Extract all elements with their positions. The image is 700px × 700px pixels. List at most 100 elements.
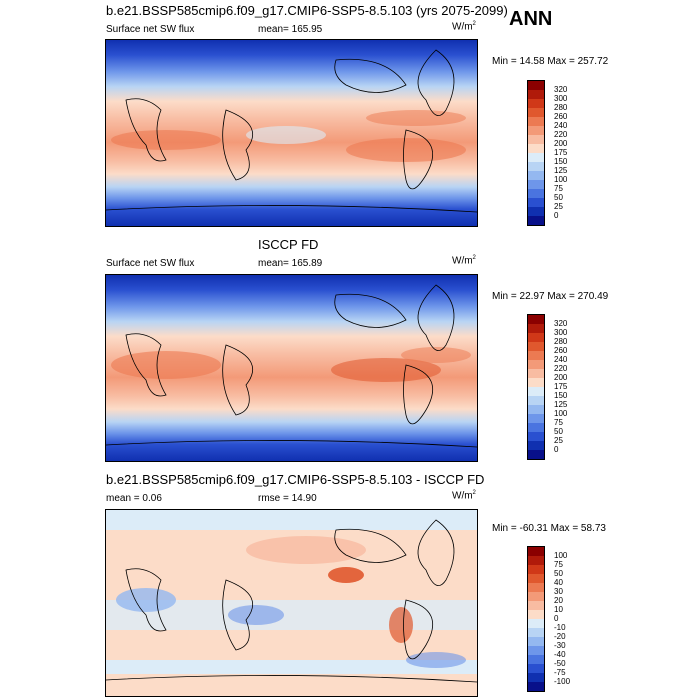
colorbar-tick-label: 280 [554,337,568,346]
colorbar-tick-label: 40 [554,578,563,587]
colorbar-swatch [528,108,544,117]
colorbar-swatch [528,432,544,441]
panel2-variable-label: Surface net SW flux [106,258,195,269]
colorbar-swatch [528,171,544,180]
panel3-minmax: Min = -60.31 Max = 58.73 [492,523,606,534]
colorbar-tick-label: 10 [554,605,563,614]
colorbar-swatch [528,81,544,90]
colorbar-tick-label: 220 [554,364,568,373]
colorbar-swatch [528,556,544,565]
colorbar-tick-label: 50 [554,427,563,436]
colorbar-tick-label: -50 [554,659,566,668]
colorbar-tick-label: 20 [554,596,563,605]
colorbar-swatch [528,324,544,333]
colorbar-swatch [528,216,544,225]
colorbar-tick-label: 125 [554,166,568,175]
colorbar-swatch [528,360,544,369]
colorbar-tick-label: 25 [554,202,563,211]
colorbar-swatch [528,655,544,664]
panel1-units: W/m2 [452,21,476,33]
colorbar-tick-label: 75 [554,418,563,427]
panel3-map [105,509,478,697]
colorbar-swatch [528,387,544,396]
colorbar-swatch [528,619,544,628]
colorbar-swatch [528,664,544,673]
colorbar-tick-label: 300 [554,94,568,103]
colorbar-swatch [528,601,544,610]
colorbar-swatch [528,144,544,153]
colorbar-tick-label: -40 [554,650,566,659]
colorbar-tick-label: 100 [554,551,568,560]
colorbar-tick-label: 260 [554,112,568,121]
colorbar-swatch [528,673,544,682]
colorbar-swatch [528,583,544,592]
panel2-mean-label: mean= 165.89 [258,258,323,269]
colorbar-tick-label: 75 [554,184,563,193]
colorbar-tick-label: 175 [554,148,568,157]
colorbar-swatch [528,126,544,135]
colorbar-swatch [528,646,544,655]
panel1-map [105,39,478,227]
panel1-title: b.e21.BSSP585cmip6.f09_g17.CMIP6-SSP5-8.… [106,3,508,18]
colorbar-swatch [528,423,544,432]
panel1-colorbar [527,80,545,226]
colorbar-tick-label: 0 [554,211,559,220]
panel2-title: ISCCP FD [258,237,319,252]
panel2-units: W/m2 [452,255,476,267]
colorbar-tick-label: 100 [554,175,568,184]
colorbar-tick-label: 260 [554,346,568,355]
colorbar-swatch [528,628,544,637]
colorbar-swatch [528,135,544,144]
colorbar-swatch [528,342,544,351]
colorbar-swatch [528,574,544,583]
colorbar-swatch [528,565,544,574]
colorbar-tick-label: 125 [554,400,568,409]
colorbar-tick-label: 50 [554,569,563,578]
colorbar-tick-label: 280 [554,103,568,112]
colorbar-swatch [528,153,544,162]
colorbar-tick-label: -30 [554,641,566,650]
panel1-mean-label: mean= 165.95 [258,24,323,35]
panel1-map-field [106,40,477,226]
colorbar-swatch [528,207,544,216]
colorbar-tick-label: -100 [554,677,571,686]
colorbar-swatch [528,189,544,198]
panel3-units: W/m2 [452,490,476,502]
colorbar-swatch [528,450,544,459]
colorbar-swatch [528,405,544,414]
panel1-minmax: Min = 14.58 Max = 257.72 [492,56,609,67]
panel3-mean-label: mean = 0.06 [106,493,162,504]
panel2-map-field [106,275,477,461]
colorbar-tick-label: -20 [554,632,566,641]
colorbar-tick-label: 240 [554,355,568,364]
colorbar-tick-label: 50 [554,193,563,202]
colorbar-swatch [528,547,544,556]
panel1-variable-label: Surface net SW flux [106,24,195,35]
panel3-colorbar [527,546,545,692]
panel2-minmax: Min = 22.97 Max = 270.49 [492,291,609,302]
colorbar-tick-label: 25 [554,436,563,445]
colorbar-swatch [528,90,544,99]
colorbar-swatch [528,99,544,108]
colorbar-swatch [528,117,544,126]
colorbar-swatch [528,610,544,619]
colorbar-tick-label: 200 [554,373,568,382]
colorbar-tick-label: 300 [554,328,568,337]
colorbar-tick-label: -75 [554,668,566,677]
colorbar-swatch [528,315,544,324]
panel3-rmse-label: rmse = 14.90 [258,493,317,504]
colorbar-swatch [528,396,544,405]
colorbar-swatch [528,378,544,387]
colorbar-swatch [528,369,544,378]
colorbar-tick-label: 150 [554,157,568,166]
season-label: ANN [509,8,553,30]
panel3-title: b.e21.BSSP585cmip6.f09_g17.CMIP6-SSP5-8.… [106,472,485,487]
colorbar-tick-label: 220 [554,130,568,139]
colorbar-tick-label: 0 [554,614,559,623]
colorbar-swatch [528,162,544,171]
colorbar-tick-label: 200 [554,139,568,148]
colorbar-swatch [528,637,544,646]
colorbar-swatch [528,441,544,450]
colorbar-swatch [528,592,544,601]
colorbar-tick-label: 150 [554,391,568,400]
